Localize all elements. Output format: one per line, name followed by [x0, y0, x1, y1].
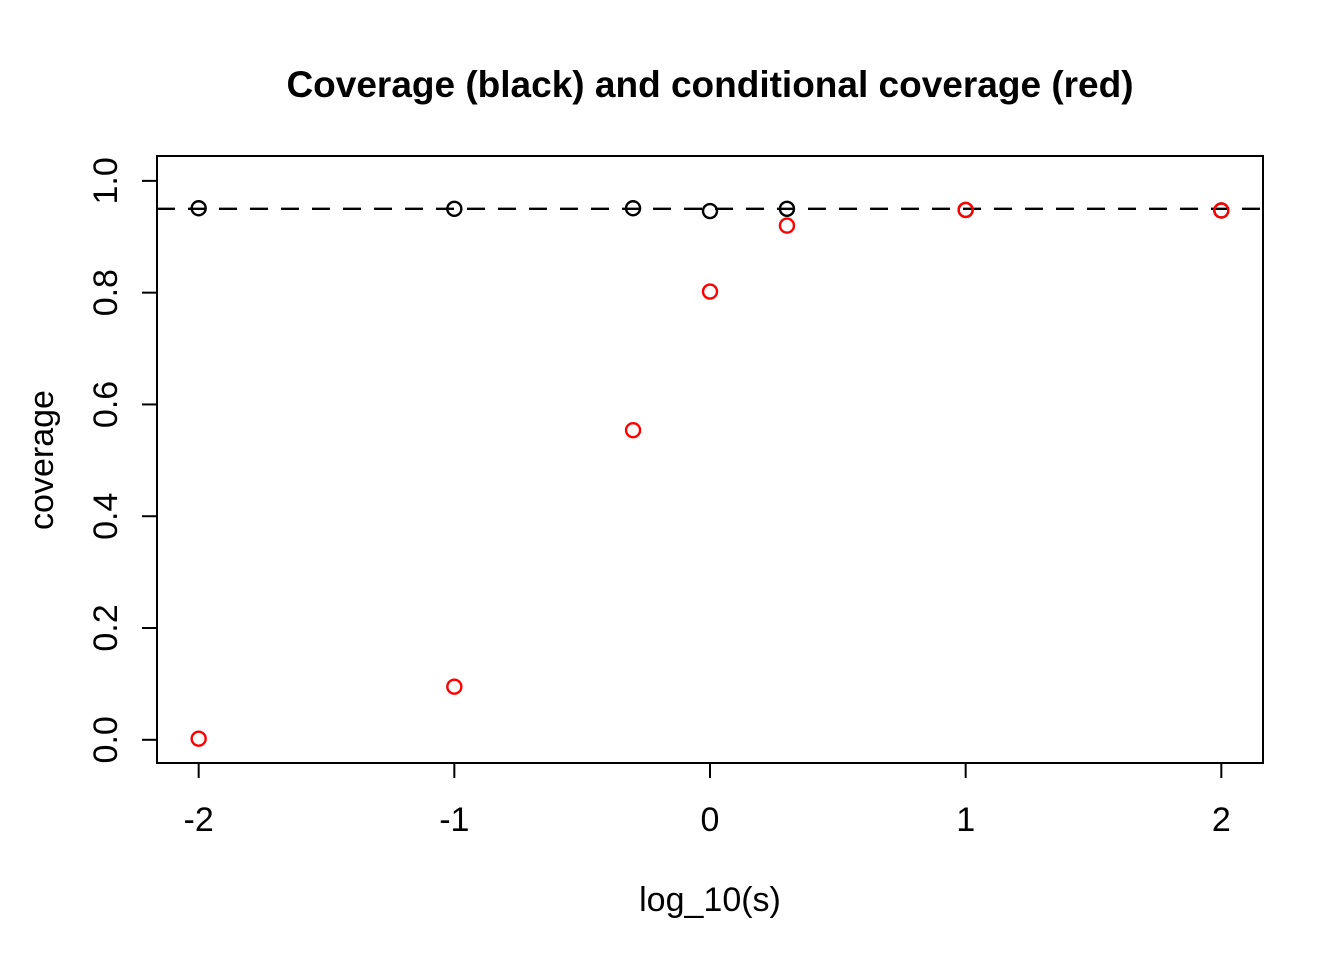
y-tick-label: 0.0: [87, 716, 125, 763]
conditional-coverage-point: [190, 730, 207, 747]
x-tick-label: -1: [439, 801, 469, 839]
x-tick-label: 2: [1212, 801, 1231, 839]
coverage-point: [624, 200, 642, 217]
plot-box: [156, 155, 1264, 764]
y-tick-label: 1.0: [87, 157, 125, 204]
y-axis: 0.0 0.2 0.4 0.6 0.8 1.0: [87, 157, 157, 763]
plot-title: Coverage (black) and conditional coverag…: [286, 64, 1133, 105]
conditional-coverage-point: [957, 201, 974, 219]
coverage-point: [778, 200, 796, 218]
x-tick-label: 0: [701, 801, 720, 839]
conditional-coverage-point: [701, 283, 719, 300]
y-tick-label: 0.6: [87, 381, 125, 428]
x-tick-label: 1: [956, 801, 975, 839]
y-tick-label: 0.4: [87, 493, 125, 540]
conditional-coverage-point: [1213, 202, 1230, 219]
conditional-coverage-point: [778, 217, 796, 234]
x-axis-label: log_10(s): [639, 881, 781, 919]
y-axis-label: coverage: [23, 390, 61, 530]
conditional-coverage-points: [190, 201, 1230, 747]
x-axis: -2 -1 0 1 2: [184, 763, 1231, 839]
coverage-point: [701, 202, 719, 220]
y-tick-label: 0.2: [87, 604, 125, 651]
y-tick-label: 0.8: [87, 269, 125, 316]
x-tick-label: -2: [184, 801, 214, 839]
coverage-point: [190, 200, 207, 217]
conditional-coverage-point: [446, 678, 463, 695]
conditional-coverage-point: [624, 421, 642, 439]
coverage-point: [446, 200, 463, 218]
